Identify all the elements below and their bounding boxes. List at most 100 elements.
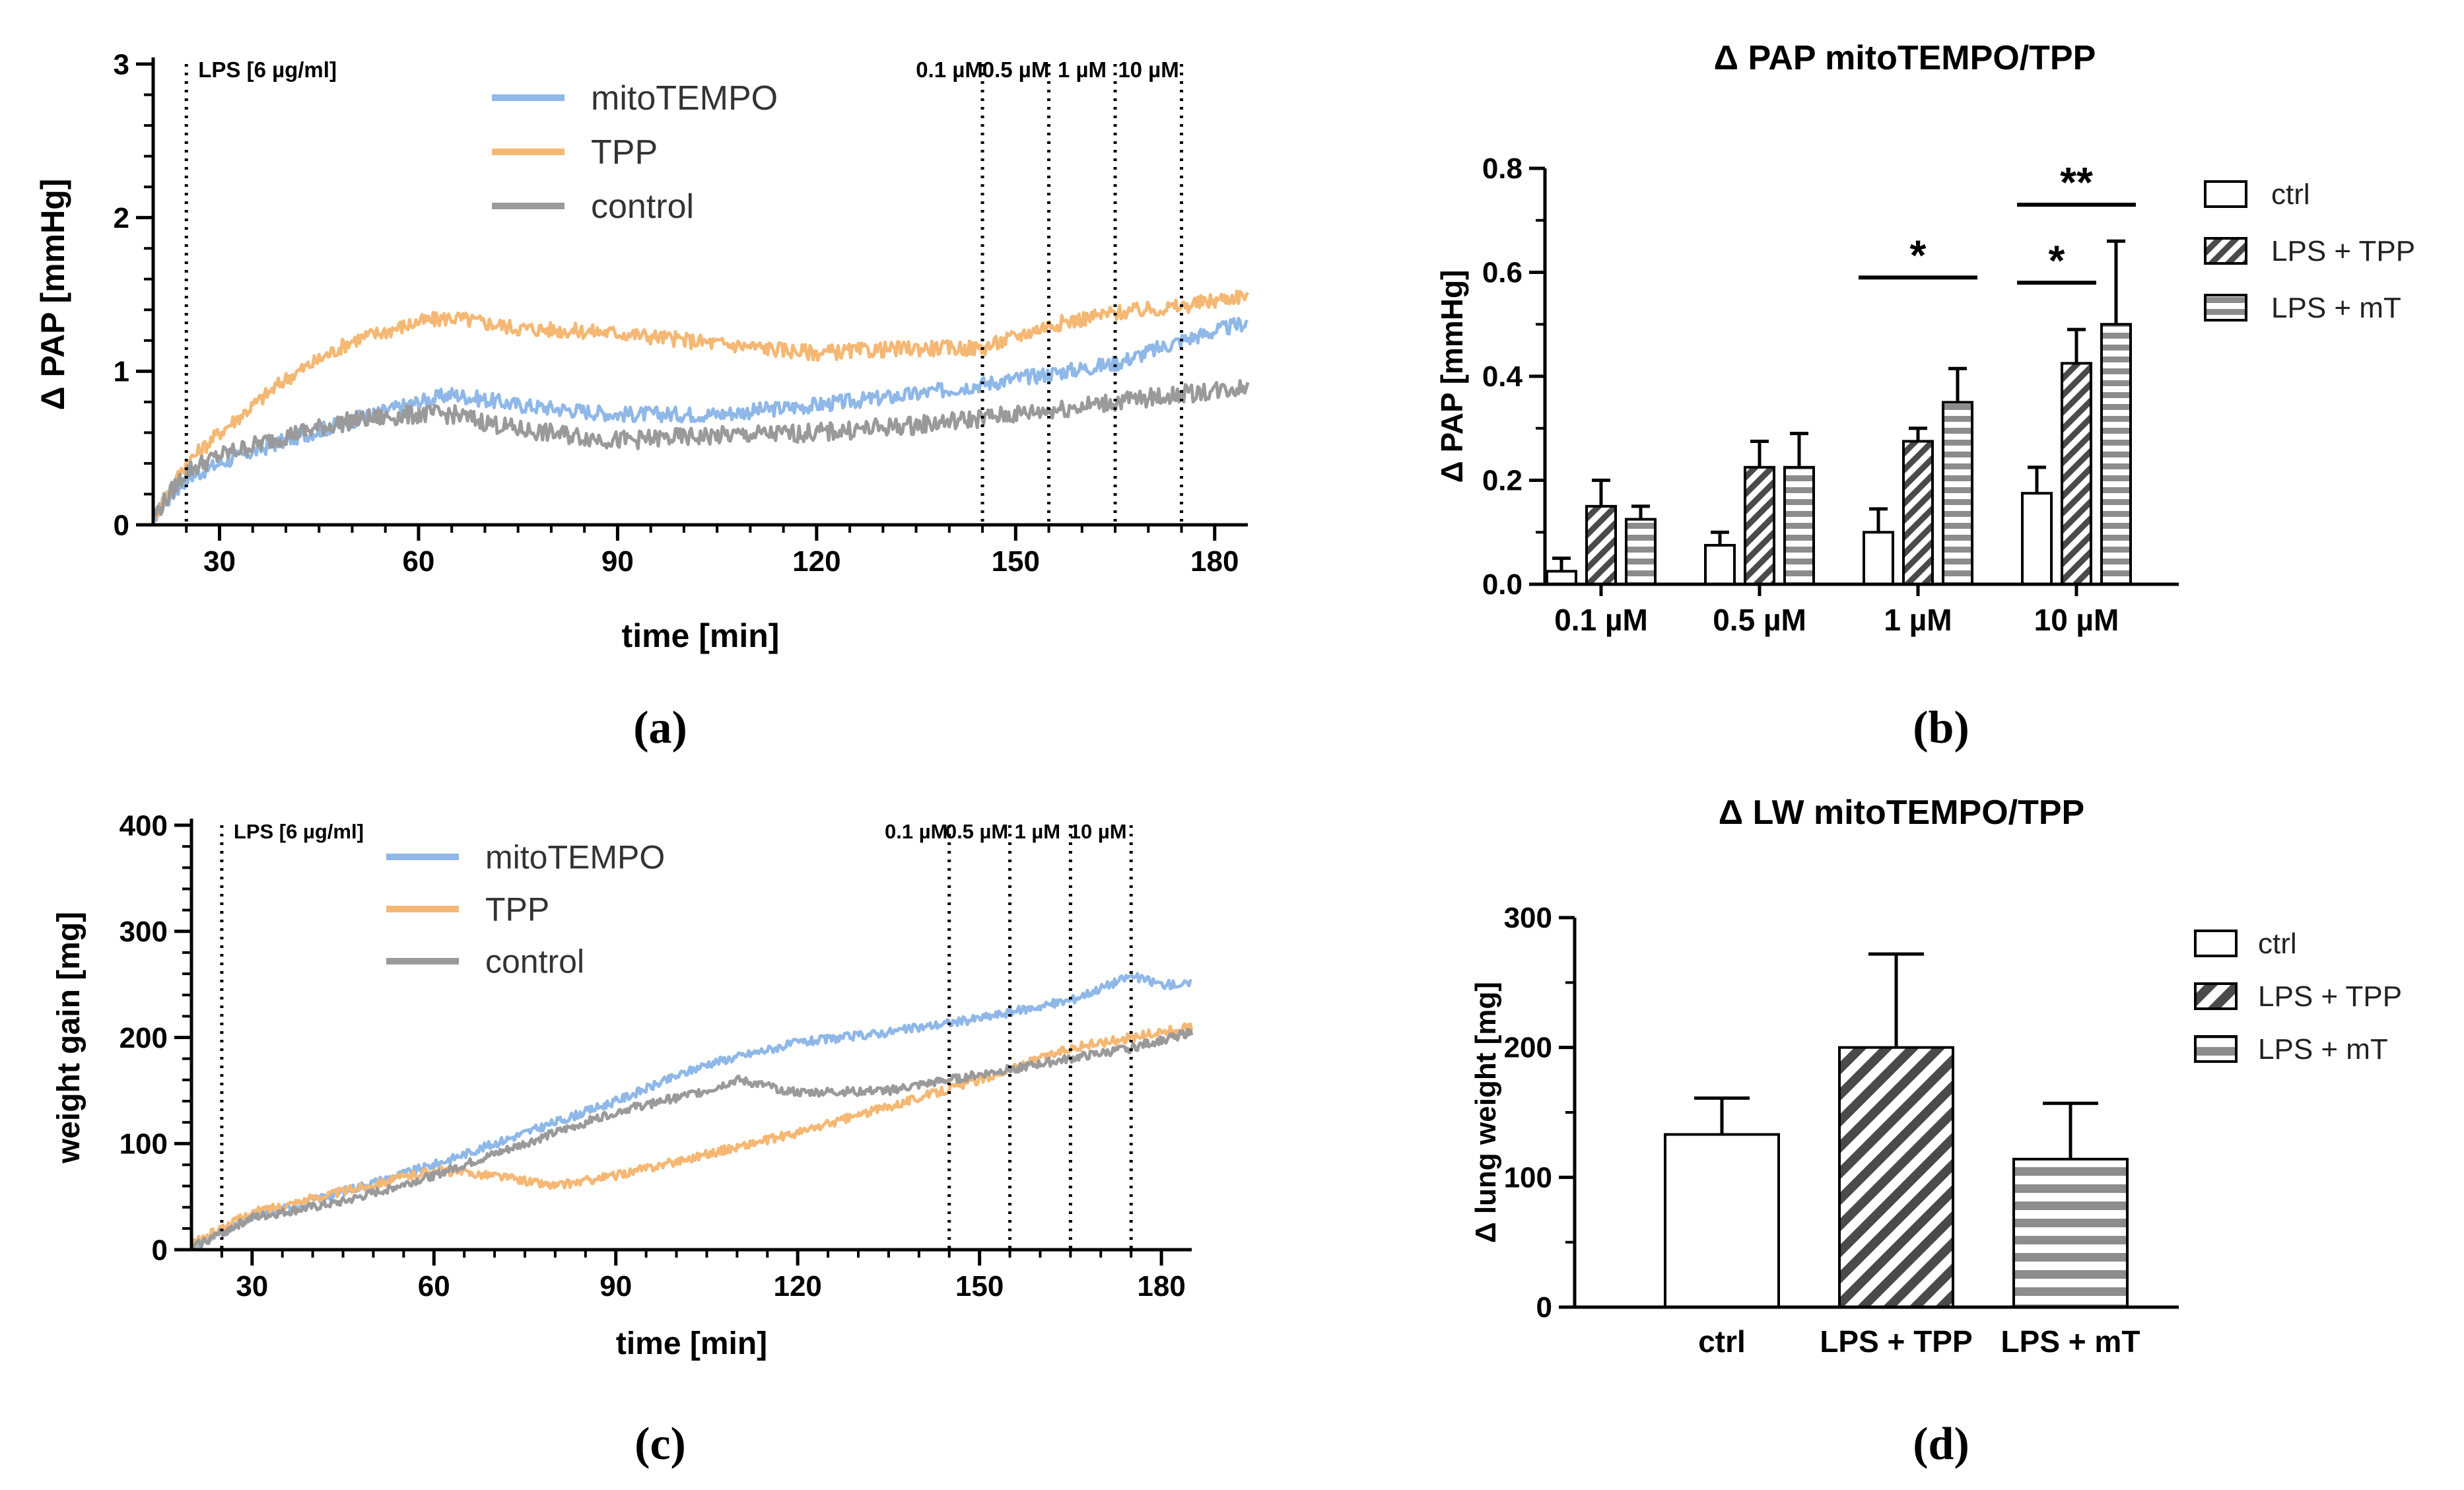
x-tick-label: 60 [402,545,434,578]
y-tick-label: 2 [114,202,129,234]
bar-ctrl [2021,492,2053,586]
x-tick-label: 0.5 µM [1713,603,1806,637]
bar-lps-tpp [1744,465,1775,586]
x-tick-label: 120 [792,545,840,578]
series-line-mitotempo [189,972,1192,1250]
y-tick-label: 400 [120,809,168,842]
x-tick-label: 120 [773,1270,821,1303]
series-line-tpp [151,289,1249,524]
bar-lps-mt [2012,1157,2129,1309]
legend-label: mitoTEMPO [485,839,665,876]
x-tick-label: 60 [418,1270,450,1303]
bar-lps-tpp [1902,440,1934,586]
legend-label: LPS + mT [2258,1033,2388,1066]
y-tick-label: 0.6 [1482,257,1523,289]
x-tick-label: LPS + TPP [1820,1324,1972,1359]
legend-label: ctrl [2271,178,2310,211]
legend-label: LPS + TPP [2271,235,2415,267]
bar-ctrl [1863,531,1894,586]
x-tick-label: 180 [1137,1270,1185,1303]
bar-lps-tpp [1838,1046,1954,1308]
bar-lps-mt [1783,465,1815,586]
y-tick-label: 300 [120,916,168,948]
y-tick-label: 100 [1504,1161,1552,1194]
legend-label: control [485,943,584,980]
event-marker-label: 0.5 µM [945,820,1008,843]
panel-label: (c) [634,1419,686,1470]
event-marker-label: 1 µM [1058,57,1107,82]
significance-label: * [2049,236,2065,284]
y-tick-label: 3 [114,48,129,81]
y-axis-label: weight gain [mg] [51,912,86,1164]
x-tick-label: 10 µM [2034,603,2119,637]
y-axis-label: Δ PAP [mmHg] [1435,270,1469,483]
bar-lps-tpp [2061,362,2092,586]
y-tick-label: 300 [1504,902,1552,934]
x-tick-label: 90 [599,1270,632,1303]
y-tick-label: 200 [120,1022,168,1054]
legend-label: LPS + mT [2271,292,2401,324]
legend-swatch [2194,930,2238,957]
y-tick-label: 0.0 [1482,568,1523,601]
y-tick-label: 200 [1504,1032,1552,1064]
panel-label: (d) [1913,1419,1969,1470]
x-tick-label: LPS + mT [2001,1324,2140,1359]
bar-ctrl [1546,570,1577,586]
panel-label: (b) [1913,702,1969,753]
legend-swatch [2204,180,2247,208]
significance-label: * [1910,231,1927,279]
chart-title: Δ LW mitoTEMPO/TPP [1719,794,2084,832]
bar-lps-mt [1942,401,1973,586]
legend-label: ctrl [2258,928,2297,960]
x-axis-label: time [min] [616,1326,767,1361]
y-tick-label: 0 [114,509,129,541]
series-line-tpp [191,1022,1194,1248]
y-tick-label: 0 [1536,1291,1552,1324]
bar-lps-tpp [1585,504,1617,586]
event-marker-label: LPS [6 µg/ml] [234,820,364,843]
bar-ctrl [1704,543,1736,586]
panel-label: (a) [633,702,687,753]
event-marker-label: 0.1 µM [916,57,983,82]
legend-label: mitoTEMPO [591,79,778,118]
x-tick-label: 150 [955,1270,1004,1303]
y-tick-label: 1 [114,356,129,388]
chart-layer: LPS [6 µg/ml] 0.1 µM0.5 µM 1 µM 10 µM012330… [34,39,2415,1470]
event-marker-label: 0.1 µM [885,820,947,843]
y-tick-label: 0.4 [1482,360,1523,393]
legend-swatch [2204,237,2247,265]
y-tick-label: 0.2 [1482,465,1523,497]
y-tick-label: 0.8 [1482,152,1523,185]
event-marker-label: LPS [6 µg/ml] [198,57,337,82]
series-line-control [189,1027,1194,1249]
legend-swatch [2194,1035,2238,1063]
x-tick-label: 30 [203,545,236,578]
y-axis-label: Δ lung weight [mg] [1470,982,1502,1243]
legend-swatch [2194,982,2238,1010]
event-marker-label: 10 µM [1118,57,1179,82]
y-axis-label: Δ PAP [mmHg] [34,179,71,411]
event-marker-label: 1 µM [1015,820,1061,843]
bar-lps-mt [1625,518,1657,586]
x-tick-label: ctrl [1698,1324,1746,1359]
event-marker-label: 0.5 µM [982,57,1050,82]
legend-label: control [591,187,694,226]
y-tick-label: 100 [120,1128,168,1161]
event-marker-label: 10 µM [1070,820,1127,843]
bar-lps-mt [2100,323,2132,586]
legend-label: TPP [485,891,549,928]
legend-label: TPP [591,133,658,172]
x-axis-label: time [min] [622,617,780,654]
x-tick-label: 180 [1190,545,1239,578]
legend-swatch [2204,294,2247,322]
chart-title: Δ PAP mitoTEMPO/TPP [1714,39,2096,77]
x-tick-label: 90 [601,545,634,578]
x-tick-label: 30 [236,1270,268,1303]
x-tick-label: 0.1 µM [1554,603,1648,637]
y-tick-label: 0 [152,1234,168,1266]
bar-ctrl [1664,1133,1780,1309]
x-tick-label: 150 [992,545,1040,578]
legend-label: LPS + TPP [2258,980,2402,1013]
significance-label: ** [2060,158,2093,206]
